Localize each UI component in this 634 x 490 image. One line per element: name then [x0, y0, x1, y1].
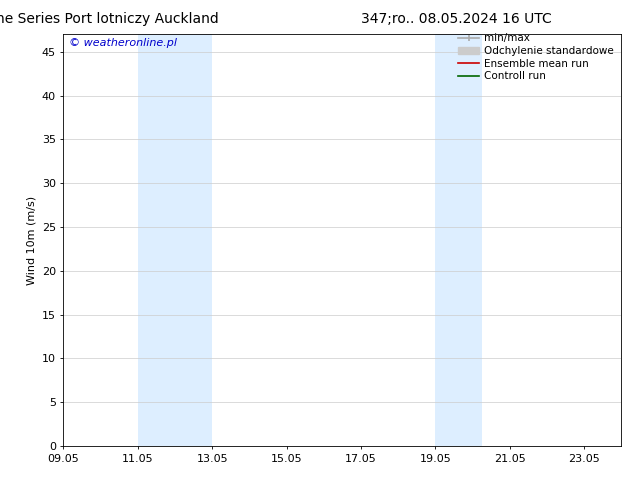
Text: © weatheronline.pl: © weatheronline.pl — [69, 38, 177, 49]
Text: 347;ro.. 08.05.2024 16 UTC: 347;ro.. 08.05.2024 16 UTC — [361, 12, 552, 26]
Legend: min/max, Odchylenie standardowe, Ensemble mean run, Controll run: min/max, Odchylenie standardowe, Ensembl… — [456, 31, 616, 83]
Bar — [436, 34, 482, 446]
Text: ENS Time Series Port lotniczy Auckland: ENS Time Series Port lotniczy Auckland — [0, 12, 218, 26]
Y-axis label: Wind 10m (m/s): Wind 10m (m/s) — [26, 196, 36, 285]
Bar — [138, 34, 212, 446]
